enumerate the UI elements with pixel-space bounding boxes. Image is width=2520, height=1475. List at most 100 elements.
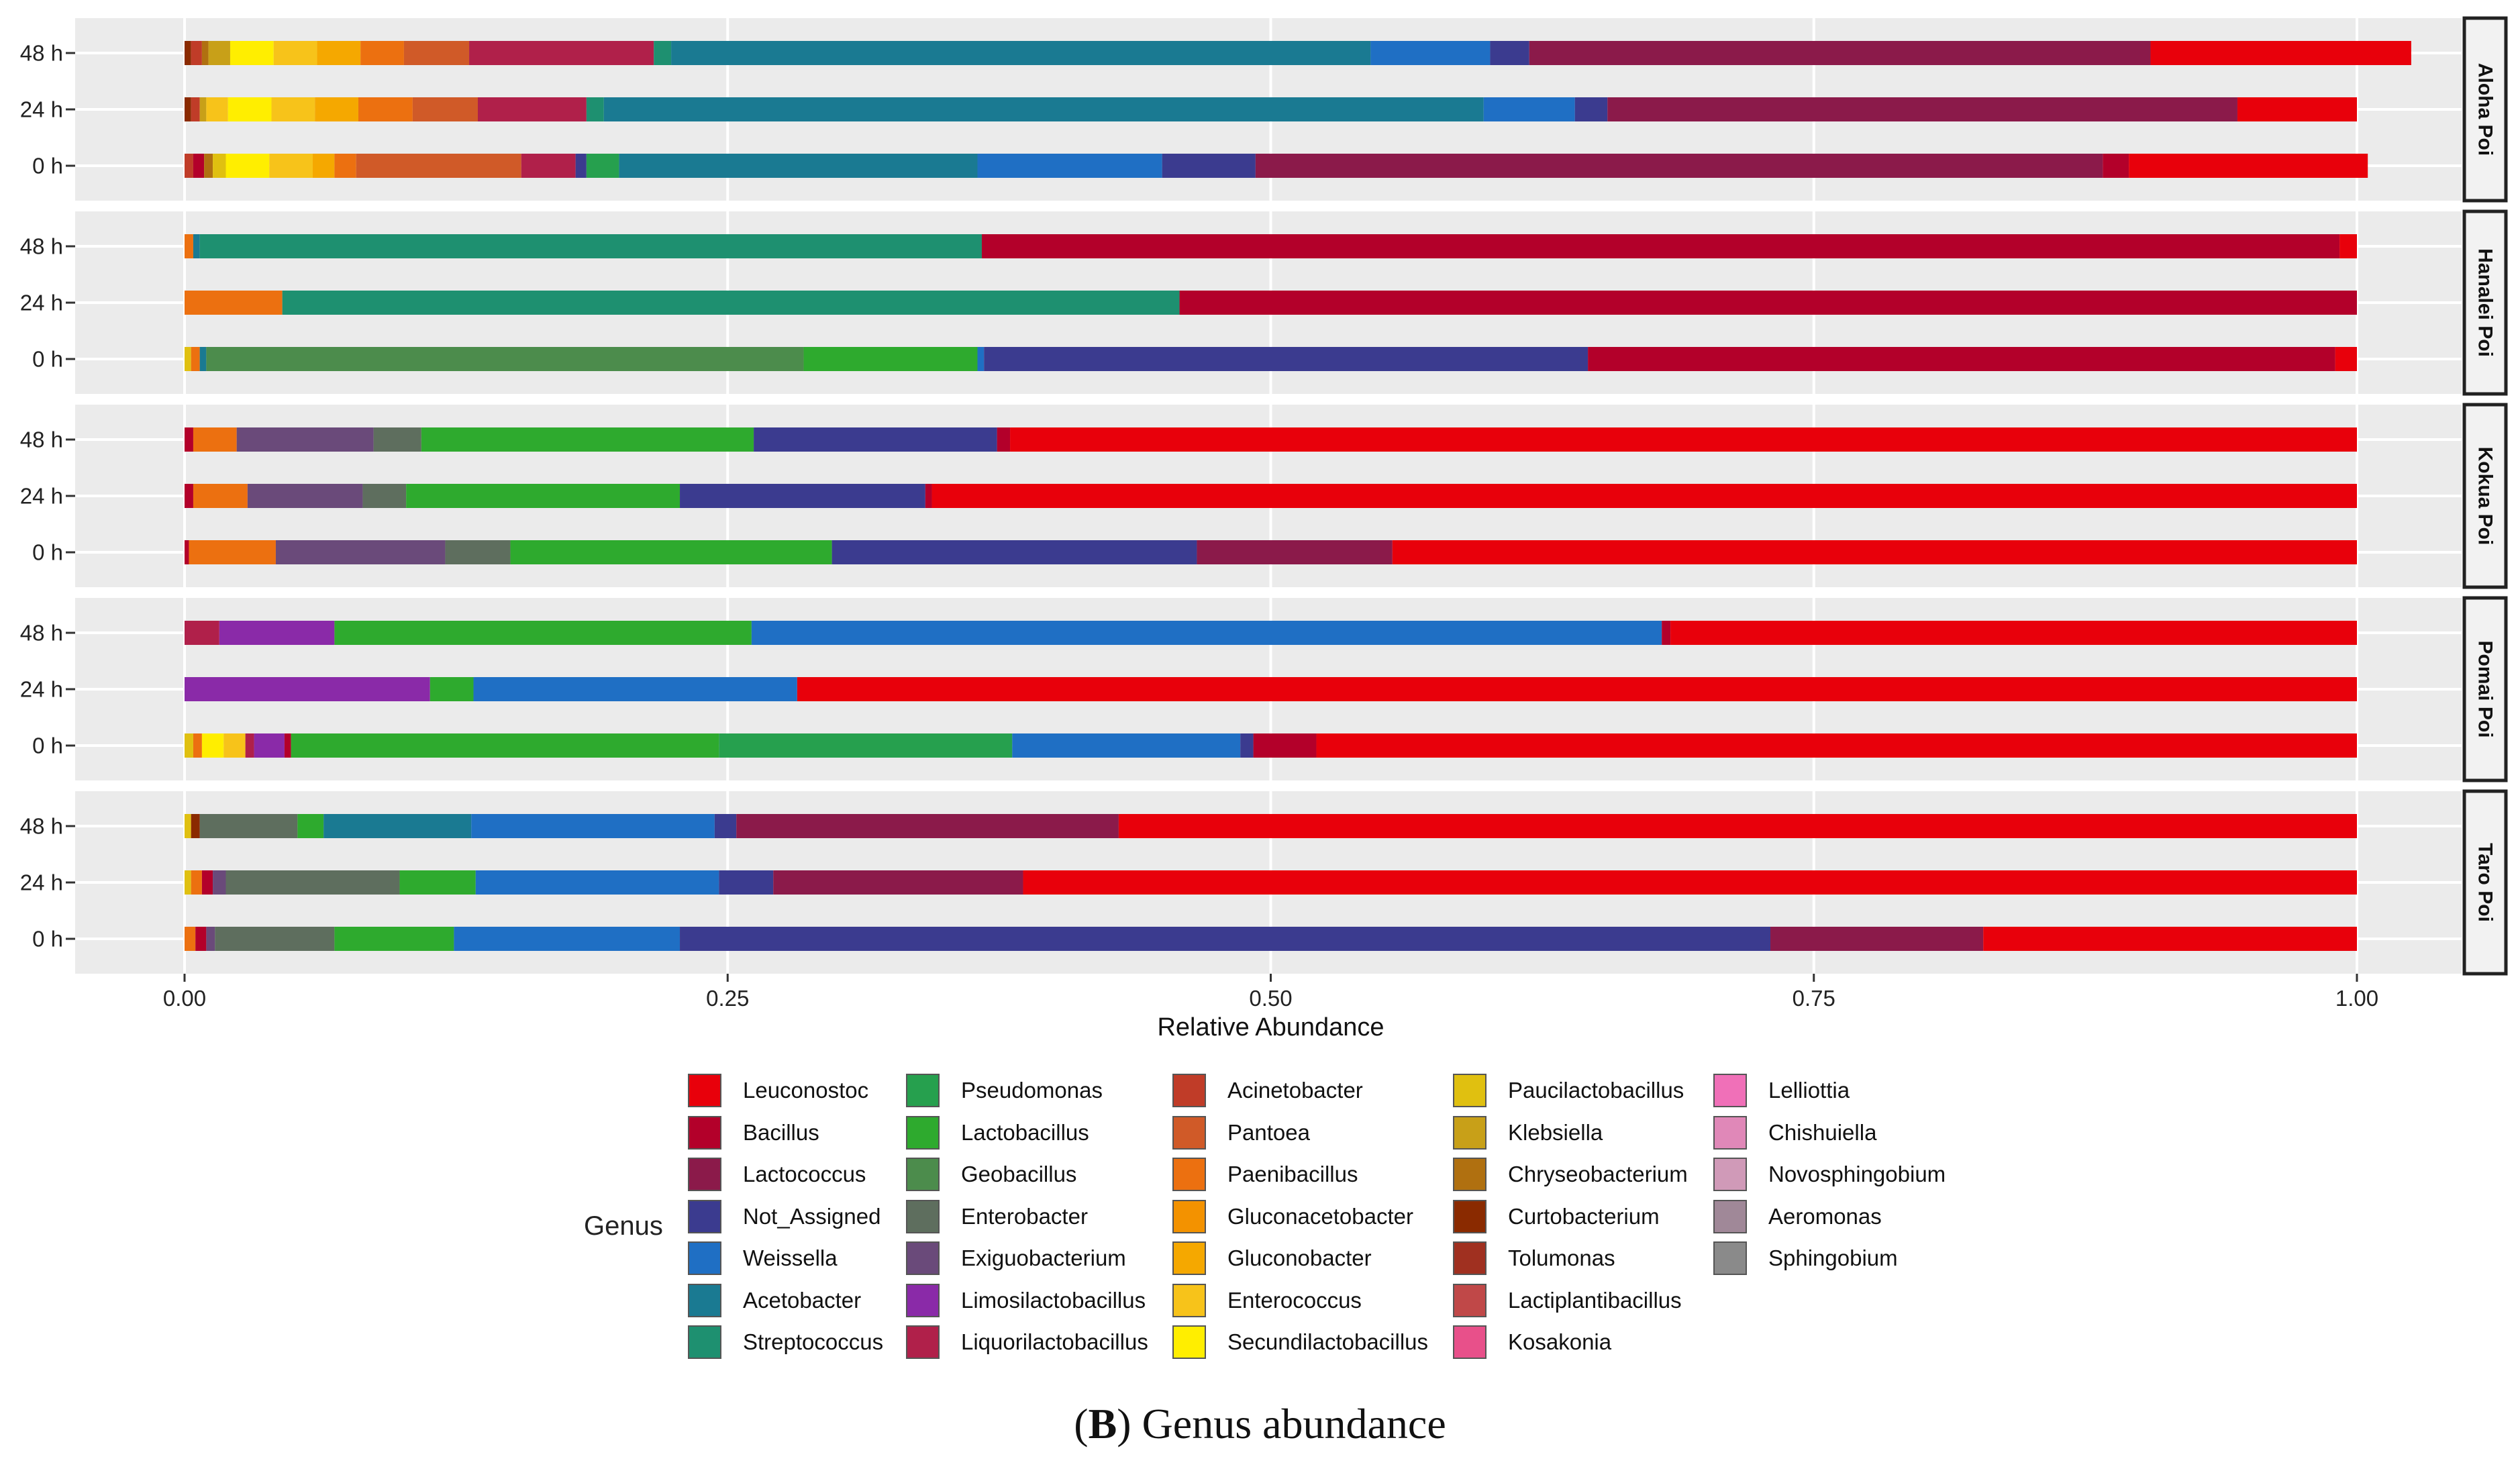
bar-segment-taro-poi-0-weissella-5 (471, 814, 715, 838)
bar-segment-hanalei-poi-0-leuconostoc-4 (2339, 234, 2357, 258)
y-tick-label-taro-poi-0: 48 h (20, 814, 63, 839)
bar-segment-aloha-poi-2-paucilactobacillus-3 (213, 154, 226, 178)
bar-segment-pomai-poi-0-weissella-3 (751, 621, 1662, 645)
bar-segment-aloha-poi-0-acetobacter-11 (671, 41, 1371, 65)
x-tick-label-4: 1.00 (2335, 986, 2378, 1011)
legend-swatch (906, 1241, 940, 1275)
strip-hanalei-poi (2462, 209, 2508, 396)
bar-segment-aloha-poi-1-pantoea-8 (412, 97, 478, 121)
legend-label: Paenibacillus (1227, 1162, 1358, 1186)
bar-segment-pomai-poi-2-bacillus-11 (1253, 733, 1317, 758)
bar-segment-taro-poi-2-leuconostoc-8 (1983, 927, 2357, 951)
bar-segment-pomai-poi-1-leuconostoc-3 (797, 677, 2357, 701)
bar-segment-hanalei-poi-2-weissella-5 (977, 347, 985, 371)
legend-label: Paucilactobacillus (1508, 1078, 1684, 1103)
bar-segment-kokua-poi-2-bacillus-0 (185, 540, 189, 564)
bar-segment-kokua-poi-2-leuconostoc-7 (1392, 540, 2357, 564)
bar-segment-aloha-poi-2-gluconobacter-6 (312, 154, 335, 178)
bar-segment-aloha-poi-2-acetobacter-12 (619, 154, 978, 178)
legend-label: Enterococcus (1227, 1287, 1362, 1313)
strip-label-taro-poi: Taro Poi (2474, 843, 2497, 922)
legend-swatch (1713, 1074, 1747, 1107)
bar-segment-hanalei-poi-0-paenibacillus-0 (185, 234, 193, 258)
y-tick-label-aloha-poi-2: 0 h (32, 154, 63, 179)
bar-segment-taro-poi-0-lactococcus-7 (736, 814, 1119, 838)
bar-segment-taro-poi-2-enterobacter-3 (215, 927, 335, 951)
legend-label: Secundilactobacillus (1227, 1329, 1429, 1354)
y-tick-label-taro-poi-1: 24 h (20, 870, 63, 895)
bar-segment-aloha-poi-0-not-assigned-13 (1490, 41, 1529, 65)
bar-segment-aloha-poi-1-enterococcus-3 (206, 97, 228, 121)
y-tick-label-hanalei-poi-1: 24 h (20, 291, 63, 315)
bar-segment-aloha-poi-0-leuconostoc-15 (2150, 41, 2411, 65)
bar-segment-aloha-poi-1-curtobacterium-0 (185, 97, 191, 121)
caption-open-paren: ( (1074, 1400, 1089, 1447)
bar-segment-taro-poi-0-paucilactobacillus-0 (185, 814, 191, 838)
bar-segment-kokua-poi-0-bacillus-6 (997, 427, 1011, 452)
bar-segment-kokua-poi-0-enterobacter-3 (373, 427, 421, 452)
bar-segment-hanalei-poi-2-geobacillus-3 (206, 347, 804, 371)
bar-segment-aloha-poi-2-liquorilactobacillus-9 (521, 154, 576, 178)
x-axis-label: Relative Abundance (1157, 1013, 1384, 1041)
bar-segment-kokua-poi-1-paenibacillus-1 (193, 484, 248, 508)
legend-swatch (1172, 1199, 1206, 1233)
bar-segment-taro-poi-0-lactobacillus-3 (297, 814, 324, 838)
bar-segment-kokua-poi-1-enterobacter-3 (362, 484, 407, 508)
bar-segment-pomai-poi-2-pseudomonas-8 (719, 733, 1013, 758)
bar-segment-taro-poi-0-acetobacter-4 (323, 814, 472, 838)
bar-segment-pomai-poi-1-lactobacillus-1 (430, 677, 474, 701)
legend-swatch (1453, 1241, 1486, 1275)
legend-label: Gluconacetobacter (1227, 1203, 1414, 1229)
legend-label: Novosphingobium (1768, 1162, 1946, 1186)
legend-label: Not_Assigned (743, 1203, 881, 1229)
bar-segment-kokua-poi-0-leuconostoc-7 (1010, 427, 2357, 452)
bar-segment-pomai-poi-2-secundilactobacillus-2 (201, 733, 224, 758)
bar-segment-kokua-poi-2-lactobacillus-4 (510, 540, 832, 564)
bar-segment-taro-poi-2-lactobacillus-4 (334, 927, 454, 951)
legend-swatch (688, 1158, 721, 1191)
bar-segment-kokua-poi-1-lactobacillus-4 (406, 484, 681, 508)
legend-label: Chryseobacterium (1508, 1162, 1688, 1186)
strip-aloha-poi (2462, 16, 2508, 203)
legend-swatch (1453, 1283, 1486, 1317)
x-tick-label-1: 0.25 (706, 986, 749, 1011)
strip-kokua-poi (2462, 403, 2508, 589)
legend-label: Tolumonas (1508, 1245, 1615, 1270)
x-tick-label-3: 0.75 (1793, 986, 1835, 1011)
y-tick-label-aloha-poi-0: 48 h (20, 41, 63, 66)
legend-swatch (906, 1074, 940, 1107)
bar-segment-kokua-poi-1-leuconostoc-7 (931, 484, 2358, 508)
bar-segment-taro-poi-0-not-assigned-6 (714, 814, 737, 838)
bar-segment-kokua-poi-0-exiguobacterium-2 (236, 427, 374, 452)
bar-segment-taro-poi-0-curtobacterium-1 (191, 814, 200, 838)
legend-swatch (1172, 1074, 1206, 1107)
y-tick-label-pomai-poi-2: 0 h (32, 733, 63, 758)
bar-segment-hanalei-poi-2-lactobacillus-4 (803, 347, 978, 371)
legend-label: Acinetobacter (1227, 1078, 1363, 1103)
bar-segment-taro-poi-1-leuconostoc-9 (1023, 870, 2357, 895)
chart: Aloha Poi 48 h 24 h 0 h Hanalei Poi 48 h 24 h 0… (20, 16, 2508, 1041)
bar-segment-pomai-poi-0-bacillus-4 (1662, 621, 1671, 645)
legend-label: Enterobacter (961, 1203, 1088, 1229)
bar-segment-taro-poi-2-not-assigned-6 (680, 927, 1771, 951)
legend-title: Genus (584, 1211, 663, 1241)
bar-segment-aloha-poi-2-pantoea-8 (356, 154, 521, 178)
bar-segment-kokua-poi-1-bacillus-0 (185, 484, 193, 508)
bar-segment-hanalei-poi-0-streptococcus-2 (199, 234, 982, 258)
legend-label: Liquorilactobacillus (961, 1329, 1148, 1354)
bar-segment-aloha-poi-1-leuconostoc-15 (2237, 97, 2357, 121)
legend-label: Kosakonia (1508, 1329, 1612, 1354)
y-tick-label-taro-poi-2: 0 h (32, 927, 63, 952)
bar-segment-aloha-poi-2-secundilactobacillus-4 (225, 154, 270, 178)
bar-segment-kokua-poi-2-lactococcus-6 (1197, 540, 1393, 564)
legend-label: Acetobacter (743, 1287, 862, 1313)
bar-segment-taro-poi-1-enterobacter-4 (225, 870, 400, 895)
bar-segment-taro-poi-1-weissella-6 (475, 870, 719, 895)
bar-segment-taro-poi-2-exiguobacterium-2 (206, 927, 215, 951)
bar-segment-taro-poi-0-enterobacter-2 (199, 814, 298, 838)
bar-segment-aloha-poi-0-chryseobacterium-2 (201, 41, 209, 65)
bar-segment-pomai-poi-2-weissella-9 (1012, 733, 1241, 758)
bar-segment-pomai-poi-0-liquorilactobacillus-0 (185, 621, 219, 645)
bar-segment-pomai-poi-2-liquorilactobacillus-4 (245, 733, 254, 758)
bar-segment-hanalei-poi-2-leuconostoc-8 (2335, 347, 2357, 371)
